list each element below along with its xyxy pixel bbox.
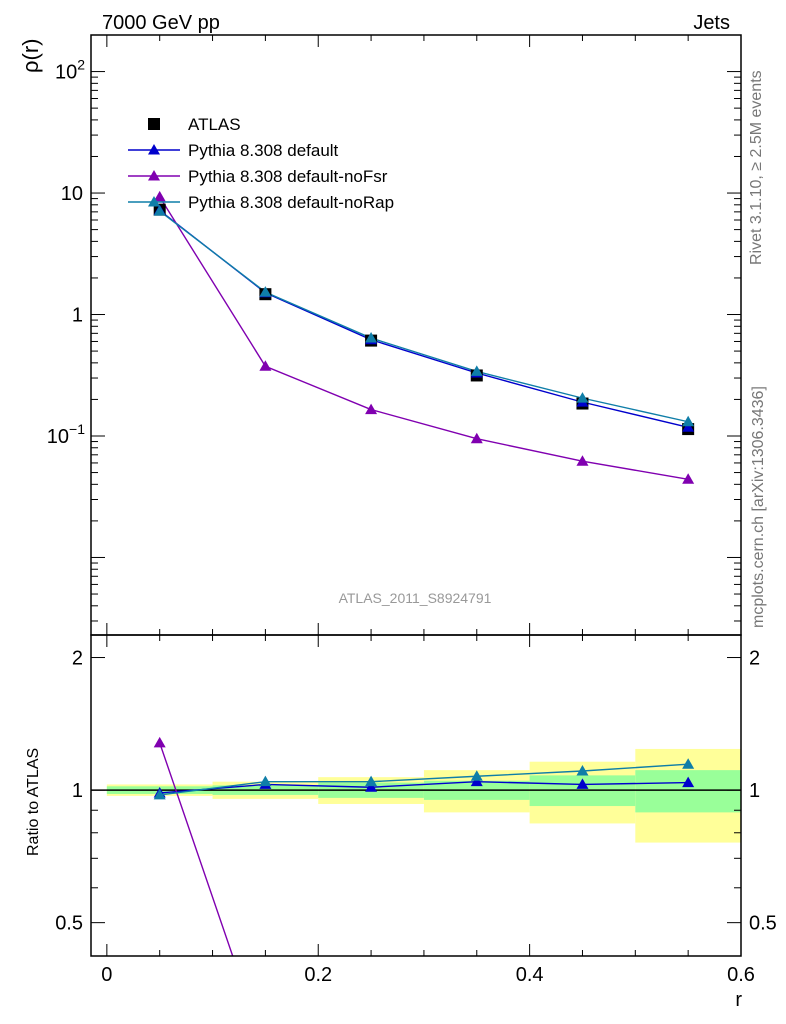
header-left-label: 7000 GeV pp — [102, 12, 220, 34]
x-tick-label: 0.2 — [304, 964, 332, 986]
ratio-point-pythia-8-308-default-norap — [682, 758, 695, 769]
rivet-version-label: Rivet 3.1.10, ≥ 2.5M events — [748, 70, 765, 265]
ratio-point-pythia-8-308-default-norap — [153, 788, 166, 800]
ratio-point-pythia-8-308-default-norap — [470, 770, 483, 781]
data-point-pythia-8-308-default — [682, 421, 695, 432]
header-right-label: Jets — [693, 12, 730, 34]
data-point-pythia-8-308-default-norap — [153, 205, 166, 216]
y-tick-label: 1 — [72, 780, 83, 802]
legend: ATLAS Pythia 8.308 default Pythia 8.308 de… — [128, 115, 394, 212]
main-ylabel: ρ(r) — [18, 39, 43, 74]
ratio-series-group — [153, 736, 695, 1024]
ratio-point-pythia-8-308-default-nofsr — [576, 993, 588, 1004]
ratio-ylabel: Ratio to ATLAS — [25, 748, 42, 856]
legend-label-pythia-8-308-default: Pythia 8.308 default — [188, 141, 339, 160]
ratio-line-pythia-8-308-default-norap — [159, 763, 689, 796]
y-tick-label: 10 — [61, 183, 83, 205]
ratio-point-pythia-8-308-default — [470, 775, 483, 787]
series-line-pythia-8-308-default-norap — [159, 210, 689, 423]
data-point-pythia-8-308-default-nofsr — [470, 432, 483, 444]
x-axis-label: r — [735, 989, 742, 1011]
ratio-point-pythia-8-308-default-nofsr — [153, 736, 166, 748]
ratio-point-pythia-8-308-default — [365, 781, 378, 792]
y-tick-label: 10−1 — [47, 421, 85, 448]
ratio-point-pythia-8-308-default — [682, 776, 695, 788]
data-point-pythia-8-308-default-norap — [365, 332, 378, 343]
y-tick-label: 0.5 — [55, 913, 83, 935]
data-point-pythia-8-308-default-nofsr — [576, 455, 589, 466]
y-tick-label-right: 0.5 — [749, 913, 777, 935]
y-tick-label-right: 1 — [749, 780, 760, 802]
ratio-line-pythia-8-308-default — [159, 780, 689, 794]
ratio-bands — [106, 748, 741, 843]
legend-label-pythia-8-308-default-norap: Pythia 8.308 default-noRap — [188, 193, 394, 212]
legend-marker-pythia-8-308-default-nofsr — [148, 170, 160, 181]
source-label: mcplots.cern.ch [arXiv:1306.3436] — [750, 386, 767, 628]
legend-label-atlas: ATLAS — [188, 115, 241, 134]
x-tick-label: 0.6 — [727, 964, 755, 986]
ratio-point-pythia-8-308-default-nofsr — [682, 967, 694, 978]
data-point-pythia-8-308-default-norap — [259, 286, 272, 297]
x-tick-label: 0.4 — [516, 964, 544, 986]
ratio-panel: 0 0.2 0.4 0.6 0.5 0.5 1 1 2 2 — [55, 634, 777, 1024]
legend-marker-atlas — [148, 118, 160, 130]
data-point-pythia-8-308-default-norap — [470, 365, 483, 376]
legend-marker-pythia-8-308-default — [148, 144, 160, 155]
x-tick-label: 0 — [101, 964, 112, 986]
y-tick-label: 102 — [55, 57, 85, 84]
main-series-group — [153, 190, 695, 484]
y-tick-label: 2 — [72, 648, 83, 670]
y-tick-label: 1 — [72, 305, 83, 327]
data-point-pythia-8-308-default-norap — [682, 415, 695, 427]
ratio-point-pythia-8-308-default-norap — [576, 764, 589, 776]
data-point-pythia-8-308-default-nofsr — [153, 190, 166, 202]
series-line-pythia-8-308-default-nofsr — [159, 196, 689, 480]
legend-marker-pythia-8-308-default-norap — [148, 196, 160, 207]
stat-uncertainty-band — [635, 770, 741, 813]
ratio-frame — [90, 634, 742, 957]
data-point-pythia-8-308-default-nofsr — [365, 403, 378, 415]
series-line-pythia-8-308-default — [159, 209, 689, 428]
ratio-point-pythia-8-308-default-norap — [365, 775, 378, 787]
ratio-point-pythia-8-308-default — [576, 778, 589, 789]
ratio-point-pythia-8-308-default-norap — [259, 775, 272, 787]
y-tick-label-right: 2 — [749, 648, 760, 670]
legend-label-pythia-8-308-default-nofsr: Pythia 8.308 default-noFsr — [188, 167, 388, 186]
analysis-watermark: ATLAS_2011_S8924791 — [339, 590, 492, 606]
ratio-point-pythia-8-308-default-nofsr — [471, 1014, 483, 1024]
data-point-pythia-8-308-default-norap — [576, 392, 589, 403]
data-point-pythia-8-308-default-nofsr — [259, 360, 272, 371]
data-point-pythia-8-308-default-nofsr — [682, 473, 695, 484]
